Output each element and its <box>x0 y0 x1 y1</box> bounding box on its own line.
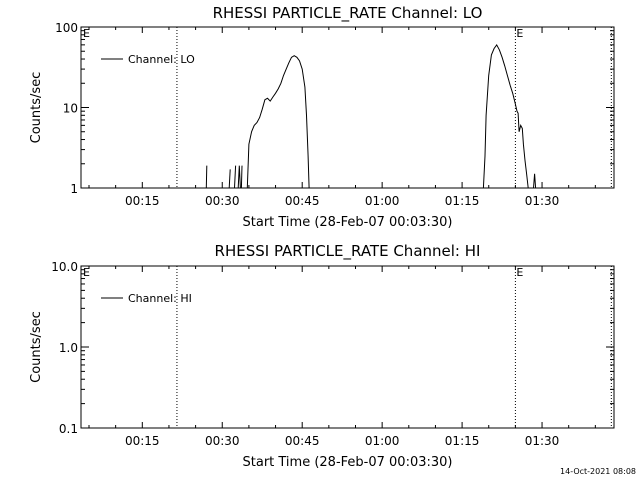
chart-lo-y-tick-label: 10 <box>63 102 78 116</box>
chart-hi-event-label: E <box>516 266 523 279</box>
chart-lo-x-tick-label: 01:15 <box>445 194 480 208</box>
chart-hi-y-tick-label: 1.0 <box>59 341 78 355</box>
chart-lo-series-line <box>234 165 237 189</box>
chart-hi-x-tick-label: 01:30 <box>525 434 560 448</box>
chart-hi-y-tick-label: 10.0 <box>51 260 78 274</box>
chart-hi-y-tick-label: 0.1 <box>59 422 78 436</box>
chart-hi-y-axis-label: Counts/sec <box>29 311 44 383</box>
chart-lo-plot-frame <box>80 26 615 189</box>
chart-hi-x-tick-label: 01:15 <box>445 434 480 448</box>
chart-lo-x-tick-label: 00:15 <box>125 194 160 208</box>
chart-lo-legend-label: Channel: LO <box>128 53 195 66</box>
chart-hi-plot-frame <box>80 265 615 429</box>
chart-lo-series-line <box>228 169 231 189</box>
chart-lo-series-line <box>237 165 241 189</box>
chart-lo-x-tick-label: 00:30 <box>205 194 240 208</box>
chart-lo-y-axis-label: Counts/sec <box>29 72 44 144</box>
chart-hi-title: RHESSI PARTICLE_RATE Channel: HI <box>215 242 481 261</box>
chart-lo-edge-marker-label: E <box>83 27 90 40</box>
chart-lo-y-tick-label: 100 <box>55 21 78 35</box>
chart-lo-series-line <box>205 165 208 189</box>
chart-lo-panel: RHESSI PARTICLE_RATE Channel: LO 00:15 00:… <box>29 4 615 230</box>
chart-lo-title: RHESSI PARTICLE_RATE Channel: LO <box>213 4 483 23</box>
plot-timestamp: 14-Oct-2021 08:08 <box>560 467 636 476</box>
chart-lo-x-axis-label: Start Time (28-Feb-07 00:03:30) <box>243 215 453 230</box>
chart-lo-series-line <box>240 165 243 189</box>
chart-hi-x-tick-label: 00:15 <box>125 434 160 448</box>
chart-hi-panel: RHESSI PARTICLE_RATE Channel: HI 00:15 00:… <box>29 242 615 470</box>
chart-hi-legend-label: Channel: HI <box>128 292 192 305</box>
chart-lo-series-line <box>482 43 529 189</box>
chart-lo-event-label: E <box>516 27 523 40</box>
chart-hi-x-tick-label: 00:45 <box>285 434 320 448</box>
chart-lo-y-tick-label: 1 <box>70 182 78 196</box>
chart-hi-x-tick-label: 00:30 <box>205 434 240 448</box>
chart-lo-x-tick-label: 01:00 <box>365 194 400 208</box>
chart-hi-x-axis-label: Start Time (28-Feb-07 00:03:30) <box>243 455 453 470</box>
chart-lo-series-line <box>246 55 310 189</box>
chart-lo-x-tick-label: 00:45 <box>285 194 320 208</box>
chart-hi-edge-marker-label: E <box>83 266 90 279</box>
chart-hi-x-tick-label: 01:00 <box>365 434 400 448</box>
chart-lo-x-tick-label: 01:30 <box>525 194 560 208</box>
chart-lo-series-line <box>533 173 537 189</box>
